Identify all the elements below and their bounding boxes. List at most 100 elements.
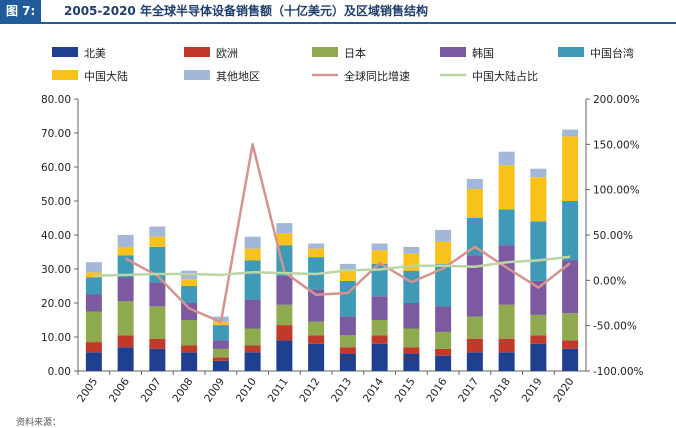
bar-segment: [276, 325, 292, 340]
bar-segment: [530, 169, 546, 178]
bar-segment: [245, 352, 261, 371]
bar-segment: [181, 346, 197, 353]
legend-swatch: [440, 47, 466, 57]
bar-segment: [403, 354, 419, 371]
bar-segment: [499, 152, 515, 166]
bar-segment: [86, 262, 102, 272]
legend: 北美欧洲日本韩国中国台湾中国大陆其他地区全球同比增速中国大陆占比: [52, 46, 634, 83]
x-tick-label: 2006: [107, 376, 132, 405]
x-tick-label: 2007: [139, 376, 164, 405]
bar-segment: [530, 315, 546, 335]
bar-segment: [403, 347, 419, 354]
bar-segment: [435, 242, 451, 264]
x-tick-label: 2011: [266, 376, 291, 405]
bar-segment: [499, 339, 515, 353]
x-tick-label: 2009: [202, 376, 227, 405]
x-tick-label: 2005: [75, 376, 100, 405]
bar-segment: [118, 235, 134, 247]
bar-segment: [403, 254, 419, 271]
bar-segment: [308, 344, 324, 371]
y-right-tick-label: 150.00%: [593, 139, 640, 151]
bar-segment: [562, 313, 578, 340]
legend-label: 其他地区: [216, 70, 260, 83]
bar-segment: [435, 332, 451, 349]
bar-segment: [340, 264, 356, 269]
bar-segment: [435, 356, 451, 371]
bar-segment: [118, 347, 134, 371]
bar-segment: [118, 247, 134, 256]
bar-segment: [276, 305, 292, 325]
bar-segment: [149, 283, 165, 307]
y-left-tick-label: 20.00: [41, 298, 71, 310]
bar-segment: [149, 349, 165, 371]
y-left-tick-label: 10.00: [41, 332, 71, 344]
y-left-tick-label: 80.00: [41, 94, 71, 106]
bar-series: [86, 130, 578, 371]
bar-segment: [340, 335, 356, 347]
y-right-tick-label: -50.00%: [593, 321, 637, 333]
legend-label: 欧洲: [216, 47, 238, 60]
bar-segment: [118, 278, 134, 302]
bar-segment: [372, 335, 388, 344]
legend-label: 中国大陆: [84, 69, 128, 83]
bar-segment: [245, 237, 261, 249]
bar-segment: [118, 301, 134, 335]
x-tick-label: 2019: [520, 376, 545, 405]
bar-segment: [276, 276, 292, 305]
bar-segment: [403, 271, 419, 303]
legend-swatch: [52, 47, 78, 57]
y-left-tick-label: 30.00: [41, 264, 71, 276]
bar-segment: [213, 325, 229, 340]
bar-segment: [308, 249, 324, 258]
legend-label: 日本: [344, 46, 366, 60]
x-tick-label: 2017: [456, 376, 481, 405]
y-right-tick-label: 100.00%: [593, 185, 640, 197]
bar-segment: [340, 317, 356, 336]
bar-segment: [403, 247, 419, 254]
bar-segment: [149, 306, 165, 338]
bar-segment: [86, 312, 102, 343]
bar-segment: [499, 245, 515, 305]
bar-segment: [276, 223, 292, 233]
y-right-tick-label: -100.00%: [593, 366, 644, 378]
x-tick-label: 2013: [329, 376, 354, 405]
bar-segment: [467, 352, 483, 371]
bar-segment: [340, 354, 356, 371]
bar-segment: [245, 249, 261, 261]
y-right-tick-label: 0.00%: [593, 275, 626, 287]
legend-swatch: [52, 70, 78, 80]
bar-segment: [149, 237, 165, 247]
bar-segment: [467, 317, 483, 339]
bar-segment: [562, 340, 578, 349]
bar-segment: [118, 335, 134, 347]
bar-segment: [372, 244, 388, 251]
bar-segment: [467, 339, 483, 353]
x-tick-label: 2015: [393, 376, 418, 405]
bar-segment: [308, 335, 324, 344]
bar-segment: [435, 349, 451, 356]
bar-segment: [372, 320, 388, 335]
bar-segment: [499, 210, 515, 246]
bar-segment: [467, 189, 483, 218]
bar-segment: [340, 347, 356, 354]
bar-segment: [467, 179, 483, 189]
bar-segment: [245, 300, 261, 329]
bar-segment: [213, 349, 229, 358]
bar-segment: [499, 165, 515, 209]
bar-segment: [530, 344, 546, 371]
bar-segment: [181, 352, 197, 371]
bar-segment: [499, 352, 515, 371]
x-tick-label: 2018: [488, 376, 513, 405]
x-tick-label: 2008: [170, 376, 195, 405]
bar-segment: [86, 278, 102, 295]
bar-segment: [562, 130, 578, 137]
bar-segment: [213, 357, 229, 360]
bar-segment: [530, 221, 546, 281]
x-tick-label: 2014: [361, 376, 386, 405]
legend-swatch: [558, 47, 584, 57]
legend-label: 中国大陆占比: [472, 69, 538, 83]
legend-label: 韩国: [472, 46, 494, 60]
bar-segment: [530, 177, 546, 221]
bar-segment: [181, 279, 197, 286]
x-tick-label: 2012: [297, 376, 322, 405]
